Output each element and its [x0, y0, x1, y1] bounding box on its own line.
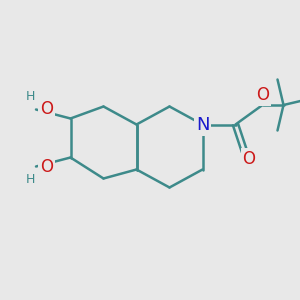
Text: O: O — [242, 150, 256, 168]
Text: O: O — [40, 100, 53, 118]
Text: H: H — [25, 90, 35, 104]
Text: O: O — [40, 158, 53, 175]
Text: O: O — [256, 85, 269, 103]
Text: H: H — [25, 172, 35, 186]
Text: N: N — [196, 116, 209, 134]
